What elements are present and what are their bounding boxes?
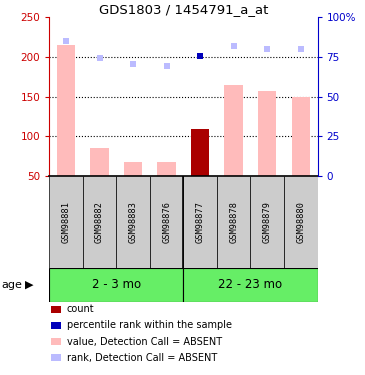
Title: GDS1803 / 1454791_a_at: GDS1803 / 1454791_a_at [99,3,268,16]
Bar [49,176,83,268]
Bar [157,162,176,176]
Text: ▶: ▶ [25,280,33,290]
Text: GSM98881: GSM98881 [62,201,70,243]
Bar [49,268,183,302]
Text: GSM98877: GSM98877 [196,201,205,243]
Text: GSM98878: GSM98878 [229,201,238,243]
Bar [183,176,217,268]
Bar [284,176,318,268]
Bar [91,148,109,176]
Text: count: count [67,304,95,314]
Bar [83,176,116,268]
Text: GSM98880: GSM98880 [296,201,305,243]
Bar [183,268,318,302]
Bar [116,176,150,268]
Text: age: age [2,280,23,290]
Text: 22 - 23 mo: 22 - 23 mo [218,279,283,291]
Point [264,46,270,52]
Bar [258,91,276,176]
Text: value, Detection Call = ABSENT: value, Detection Call = ABSENT [67,337,222,346]
Bar [191,129,210,176]
Bar [57,45,75,176]
Point [97,56,103,62]
Point [231,43,237,49]
Text: rank, Detection Call = ABSENT: rank, Detection Call = ABSENT [67,353,217,363]
Text: GSM98883: GSM98883 [128,201,138,243]
Bar [124,162,142,176]
Text: GSM98876: GSM98876 [162,201,171,243]
Text: 2 - 3 mo: 2 - 3 mo [92,279,141,291]
Text: GSM98879: GSM98879 [263,201,272,243]
Bar [150,176,184,268]
Point [197,53,203,59]
Text: percentile rank within the sample: percentile rank within the sample [67,321,232,330]
Point [130,61,136,67]
Point [298,46,304,52]
Bar [292,98,310,176]
Point [63,38,69,44]
Point [164,63,170,69]
Bar [224,85,243,176]
Bar [250,176,284,268]
Text: GSM98882: GSM98882 [95,201,104,243]
Bar [217,176,250,268]
